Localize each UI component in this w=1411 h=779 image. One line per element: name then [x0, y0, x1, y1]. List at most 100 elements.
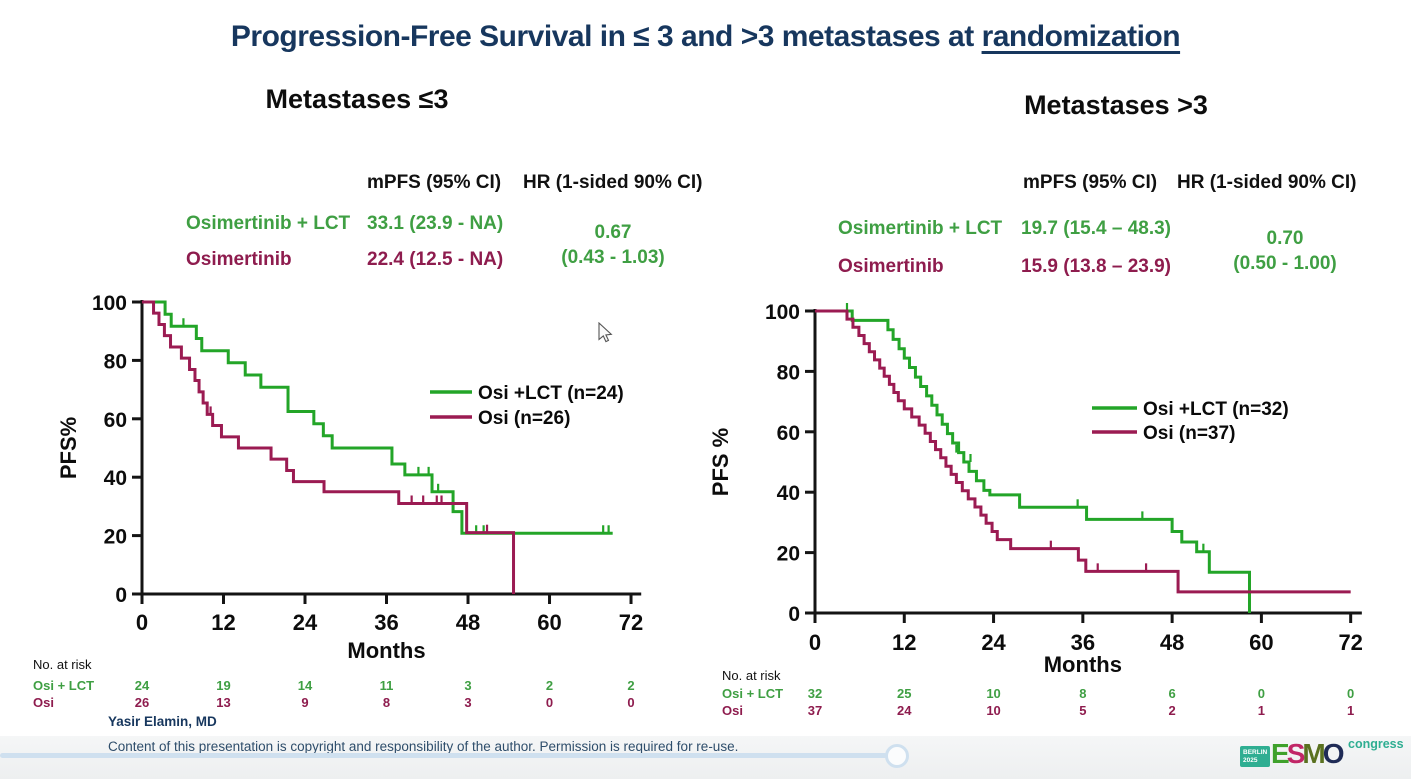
slide-title-main: Progression-Free Survival in ≤ 3 and >3 … [230, 20, 982, 53]
x-tick-label: 60 [1249, 630, 1273, 655]
km-curve-osi-lct [815, 309, 1251, 613]
right-hr-header: HR (1-sided 90% CI) [1177, 172, 1357, 193]
risk-row-label: Osi + LCT [33, 678, 95, 693]
risk-count: 2 [1168, 703, 1176, 718]
risk-count: 9 [301, 695, 309, 710]
risk-row-label: Osi [33, 695, 54, 710]
legend-label: Osi (n=26) [478, 408, 570, 429]
risk-count: 6 [1168, 686, 1176, 701]
right-hr-block: 0.70 (0.50 - 1.00) [1220, 226, 1350, 276]
km-chart-metastases-gt3: 0 20 40 60 80 100 0 12 24 36 48 60 72 Months PFS % Osi … [708, 301, 1363, 677]
risk-count: 10 [986, 686, 1001, 701]
right-mpfs-header: mPFS (95% CI) [1023, 172, 1158, 193]
legend-label: Osi (n=37) [1143, 423, 1235, 444]
esmo-letter-s: S [1286, 738, 1306, 769]
risk-count: 1 [1347, 703, 1355, 718]
right-arm2-label: Osimertinib [838, 256, 944, 277]
km-curve-osi [142, 300, 516, 594]
left-arm2-mpfs: 22.4 (12.5 - NA) [367, 249, 504, 270]
x-tick-label: 12 [892, 630, 916, 655]
y-axis-label: PFS% [56, 417, 81, 479]
esmo-letter-m: M [1302, 738, 1325, 769]
risk-count: 0 [627, 695, 635, 710]
y-tick-label: 80 [777, 361, 800, 384]
y-tick-label: 100 [92, 292, 127, 315]
y-tick-label: 100 [765, 301, 800, 324]
x-tick-label: 0 [809, 630, 821, 655]
risk-count: 25 [897, 686, 912, 701]
km-curve-osi-lct [142, 300, 613, 535]
mouse-cursor-icon [598, 322, 613, 343]
risk-count: 2 [627, 678, 635, 693]
x-tick-label: 0 [136, 610, 148, 635]
risk-count: 0 [1347, 686, 1355, 701]
risk-row-label: Osi + LCT [722, 686, 784, 701]
y-tick-label: 60 [777, 422, 800, 445]
x-tick-label: 12 [211, 610, 235, 635]
risk-count: 3 [464, 695, 472, 710]
risk-count: 26 [134, 695, 150, 710]
x-tick-label: 72 [1338, 630, 1362, 655]
x-tick-label: 24 [293, 610, 318, 635]
risk-table-header: No. at risk [33, 657, 92, 672]
km-curve-osi [815, 309, 1351, 594]
risk-count: 8 [1079, 686, 1087, 701]
risk-count: 3 [464, 678, 472, 693]
right-arm1-label: Osimertinib + LCT [838, 218, 1003, 239]
y-tick-label: 0 [115, 584, 127, 607]
esmo-letter-o: O [1322, 738, 1345, 769]
right-hr-ci: (0.50 - 1.00) [1233, 253, 1337, 274]
esmo-congress-text: congress [1348, 737, 1404, 751]
risk-count: 24 [134, 678, 150, 693]
risk-count: 0 [1257, 686, 1266, 701]
left-arm2-label: Osimertinib [186, 249, 292, 270]
risk-count: 19 [216, 678, 231, 693]
esmo-badge-city: BERLIN [1243, 749, 1268, 756]
risk-table-header: No. at risk [722, 668, 781, 683]
risk-count: 24 [897, 703, 912, 718]
left-mpfs-header: mPFS (95% CI) [367, 172, 502, 193]
esmo-congress-logo: BERLIN 2025 ESMO congress [1238, 734, 1410, 776]
left-arm1-label: Osimertinib + LCT [186, 213, 351, 234]
author-name: Yasir Elamin, MD [108, 714, 217, 729]
slide-title: Progression-Free Survival in ≤ 3 and >3 … [0, 20, 1411, 54]
subtitle-metastases-gt3: Metastases >3 [1024, 90, 1208, 120]
left-hr-ci: (0.43 - 1.03) [561, 247, 665, 268]
esmo-letter-e: E [1271, 738, 1290, 769]
copyright-text: Content of this presentation is copyrigh… [108, 739, 739, 754]
x-tick-label: 48 [456, 610, 480, 635]
right-arm1-mpfs: 19.7 (15.4 – 48.3) [1021, 218, 1171, 239]
y-tick-label: 60 [104, 409, 127, 432]
esmo-berlin-badge: BERLIN 2025 [1240, 746, 1270, 767]
y-tick-label: 20 [777, 543, 800, 566]
y-tick-label: 40 [104, 467, 127, 490]
y-tick-label: 20 [104, 526, 127, 549]
x-tick-label: 48 [1160, 630, 1184, 655]
risk-count: 14 [297, 678, 313, 693]
legend-label: Osi +LCT (n=32) [1143, 399, 1289, 420]
left-hr-block: 0.67 (0.43 - 1.03) [548, 220, 678, 270]
y-tick-label: 40 [777, 482, 800, 505]
right-arm2-mpfs: 15.9 (13.8 – 23.9) [1021, 256, 1171, 277]
esmo-badge-year: 2025 [1243, 756, 1258, 764]
video-progress-track[interactable] [0, 753, 887, 758]
left-hr-header: HR (1-sided 90% CI) [523, 172, 703, 193]
risk-count: 2 [545, 678, 554, 693]
km-chart-metastases-le3: 0 20 40 60 80 100 0 12 24 36 48 60 72 Months PFS% Osi +… [56, 292, 643, 663]
risk-count: 10 [986, 703, 1001, 718]
risk-row-label: Osi [722, 703, 743, 718]
y-axis-label: PFS % [708, 428, 733, 496]
slide-title-underlined: randomization [981, 20, 1181, 53]
x-axis-label: Months [347, 638, 425, 663]
right-hr-value: 0.70 [1266, 228, 1304, 249]
risk-count: 8 [382, 695, 391, 710]
x-tick-label: 24 [981, 630, 1006, 655]
video-progress-handle[interactable] [885, 744, 909, 768]
risk-count: 32 [807, 686, 823, 701]
y-tick-label: 0 [788, 603, 800, 626]
esmo-wordmark: ESMO [1271, 738, 1345, 770]
risk-count: 13 [216, 695, 231, 710]
risk-count: 5 [1079, 703, 1087, 718]
risk-count: 1 [1257, 703, 1266, 718]
x-tick-label: 72 [619, 610, 643, 635]
